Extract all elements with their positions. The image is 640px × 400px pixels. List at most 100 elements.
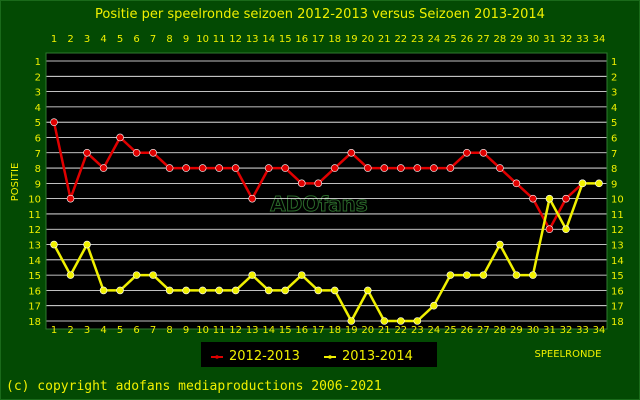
x-tick-label-bottom: 14 [262,325,275,336]
data-point-2012-2013 [165,164,174,172]
data-point-2012-2013 [512,179,521,188]
y-tick-label-right: 11 [611,210,624,221]
data-point-2013-2014 [413,317,422,325]
data-point-2013-2014 [66,271,75,279]
data-point-2013-2014 [182,286,190,295]
x-tick-label-top: 4 [100,34,106,45]
x-tick-label-bottom: 4 [100,325,106,336]
x-tick-label-top: 25 [444,34,457,45]
data-point-2013-2014 [165,286,174,295]
legend-box [201,342,437,367]
data-point-2012-2013 [264,164,273,172]
y-tick-label-left: 6 [35,133,41,144]
y-tick-label-right: 2 [611,72,617,83]
x-tick-label-top: 11 [213,34,226,45]
x-tick-label-bottom: 17 [312,325,325,336]
x-tick-label-bottom: 9 [183,325,189,336]
data-point-2013-2014 [595,179,603,188]
x-tick-label-top: 10 [196,34,209,45]
data-point-2013-2014 [149,271,157,279]
x-tick-label-top: 13 [246,34,259,45]
data-point-2012-2013 [99,164,108,172]
data-point-2013-2014 [215,286,223,295]
data-point-2013-2014 [231,286,240,295]
y-tick-label-right: 10 [611,195,624,206]
x-tick-label-bottom: 12 [229,325,242,336]
y-tick-label-left: 3 [35,88,41,99]
chart-title: Positie per speelronde seizoen 2012-2013… [95,7,545,22]
x-tick-label-bottom: 7 [150,325,156,336]
data-point-2012-2013 [149,148,157,157]
x-tick-label-top: 17 [312,34,325,45]
x-tick-label-bottom: 1 [51,325,57,336]
x-tick-label-top: 3 [84,34,90,45]
x-axis-title: SPEELRONDE [535,349,602,360]
data-point-2012-2013 [182,164,190,172]
x-tick-label-top: 9 [183,34,189,45]
data-point-2013-2014 [529,271,537,279]
y-tick-label-left: 12 [28,225,41,236]
y-tick-label-right: 6 [611,133,617,144]
y-tick-label-right: 15 [611,271,624,282]
x-tick-label-bottom: 16 [295,325,308,336]
x-tick-label-bottom: 27 [477,325,490,336]
x-tick-label-bottom: 23 [411,325,424,336]
x-tick-label-bottom: 13 [246,325,259,336]
x-tick-label-top: 32 [560,34,573,45]
data-point-2013-2014 [264,286,273,295]
y-tick-label-left: 1 [35,57,41,68]
data-point-2012-2013 [281,164,290,172]
y-tick-label-right: 18 [611,317,624,328]
x-tick-label-top: 20 [361,34,374,45]
data-point-2012-2013 [463,148,471,157]
y-tick-label-left: 9 [35,179,41,190]
x-tick-label-bottom: 29 [510,325,523,336]
data-point-2012-2013 [529,194,537,203]
data-point-2013-2014 [446,271,455,279]
data-point-2012-2013 [83,148,91,157]
data-point-2012-2013 [198,164,207,172]
y-tick-label-left: 18 [28,317,41,328]
plot-border [45,52,608,330]
y-tick-label-right: 5 [611,118,617,129]
plot-area [46,53,607,329]
x-tick-label-bottom: 15 [279,325,292,336]
y-tick-label-right: 16 [611,286,624,297]
x-tick-label-bottom: 10 [196,325,209,336]
y-tick-label-left: 13 [28,241,41,252]
x-tick-label-top: 12 [229,34,242,45]
data-point-2012-2013 [116,133,124,142]
data-point-2013-2014 [397,317,405,325]
y-tick-label-right: 13 [611,241,624,252]
data-point-2013-2014 [116,286,124,295]
data-point-2012-2013 [330,164,339,172]
data-point-2013-2014 [330,286,339,295]
y-tick-label-left: 16 [28,286,41,297]
y-tick-label-left: 2 [35,72,41,83]
y-tick-label-left: 17 [28,302,41,313]
x-tick-label-top: 21 [378,34,391,45]
data-point-2012-2013 [297,179,306,188]
x-tick-label-bottom: 30 [527,325,540,336]
x-tick-label-bottom: 25 [444,325,457,336]
x-tick-label-bottom: 11 [213,325,226,336]
data-point-2013-2014 [132,271,141,279]
x-tick-label-top: 6 [133,34,139,45]
x-tick-label-bottom: 28 [494,325,507,336]
x-tick-label-top: 5 [117,34,123,45]
x-tick-label-bottom: 2 [67,325,73,336]
data-point-2013-2014 [562,225,570,234]
data-point-2012-2013 [215,164,223,172]
data-point-2012-2013 [314,179,323,188]
data-point-2012-2013 [446,164,455,172]
y-axis-title: POSITIE [10,163,21,202]
y-tick-label-right: 14 [611,256,624,267]
x-tick-label-top: 19 [345,34,358,45]
x-tick-label-bottom: 18 [328,325,341,336]
y-tick-label-right: 17 [611,302,624,313]
data-point-2012-2013 [132,148,141,157]
data-point-2013-2014 [198,286,207,295]
y-tick-label-right: 8 [611,164,617,175]
x-tick-label-bottom: 32 [560,325,573,336]
